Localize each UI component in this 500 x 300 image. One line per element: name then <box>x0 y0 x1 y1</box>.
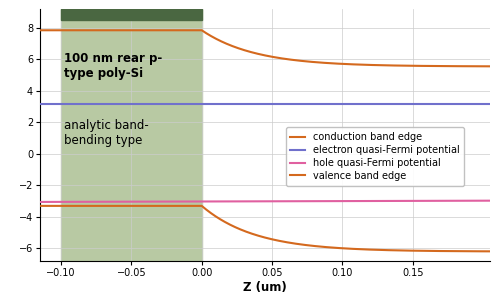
Text: 100 nm rear p-
type poly-Si: 100 nm rear p- type poly-Si <box>64 52 162 80</box>
Bar <box>61 9 202 20</box>
Bar <box>61 9 202 261</box>
X-axis label: Z (um): Z (um) <box>243 281 287 294</box>
Text: analytic band-
bending type: analytic band- bending type <box>64 119 148 147</box>
Legend: conduction band edge, electron quasi-Fermi potential, hole quasi-Fermi potential: conduction band edge, electron quasi-Fer… <box>286 127 465 186</box>
